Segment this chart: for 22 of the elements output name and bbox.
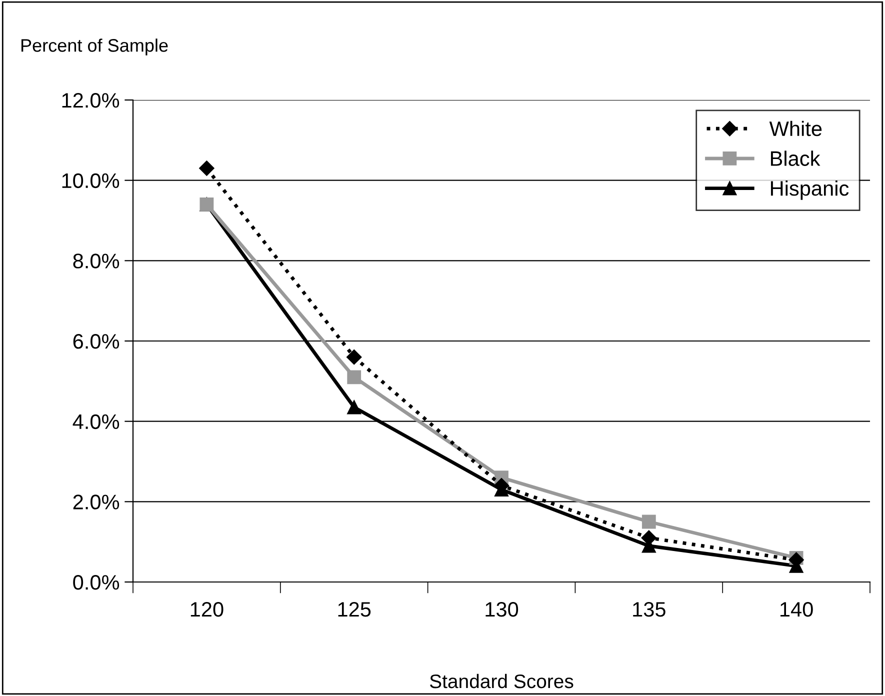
legend-label: Hispanic <box>770 180 849 200</box>
x-tick-label: 130 <box>486 602 518 617</box>
point <box>642 514 656 529</box>
y-tick-label: 10.0% <box>62 173 120 188</box>
point <box>346 349 362 365</box>
x-axis-title: Standard Scores <box>430 674 574 688</box>
y-tick-label: 2.0% <box>73 494 120 510</box>
y-tick-label: 4.0% <box>72 414 120 430</box>
legend-label: Black <box>770 150 820 166</box>
legend-label: White <box>769 120 822 136</box>
point <box>347 370 362 384</box>
x-tick-label: 125 <box>338 602 371 617</box>
x-tick-label: 135 <box>633 602 666 617</box>
y-tick-label: 6.0% <box>73 334 120 349</box>
y-axis-title: Percent of Sample <box>21 38 168 56</box>
point <box>199 160 214 176</box>
x-tick-label: 140 <box>780 602 813 617</box>
x-tick-label: 120 <box>190 602 224 617</box>
y-tick-label: 8.0% <box>73 254 120 268</box>
point <box>347 400 362 414</box>
y-tick-label: 12.0% <box>62 93 120 108</box>
y-tick-label: 0.0% <box>73 575 120 590</box>
